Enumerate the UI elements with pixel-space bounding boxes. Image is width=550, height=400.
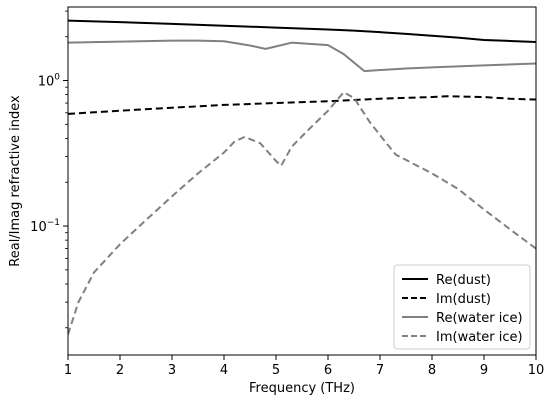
- x-tick-label-7: 8: [428, 363, 436, 378]
- legend-label-1: Im(dust): [436, 292, 491, 307]
- series-line-3: [68, 91, 536, 335]
- x-tick-label-8: 9: [480, 363, 488, 378]
- legend-label-2: Re(water ice): [436, 311, 523, 326]
- x-tick-label-6: 7: [376, 363, 384, 378]
- x-tick-label-3: 4: [220, 363, 228, 378]
- series-group: [68, 19, 536, 335]
- legend: Re(dust) Im(dust) Re(water ice) Im(water ic…: [393, 264, 531, 350]
- series-line-1: [68, 95, 536, 115]
- legend-box: [393, 264, 531, 350]
- legend-label-0: Re(dust): [436, 273, 491, 288]
- x-tick-label-4: 5: [272, 363, 280, 378]
- plot-frame: [67, 6, 537, 356]
- x-tick-label-5: 6: [324, 363, 332, 378]
- x-tick-label-9: 10: [528, 363, 545, 378]
- y-axis-label: Real/Imag refractive index: [8, 95, 23, 267]
- x-tick-label-0: 1: [64, 363, 72, 378]
- x-axis-label: Frequency (THz): [249, 381, 355, 396]
- y-tick-label-0: 10−1: [30, 218, 60, 235]
- series-line-2: [68, 39, 536, 73]
- legend-label-3: Im(water ice): [436, 330, 523, 345]
- series-line-0: [68, 19, 536, 43]
- y-tick-label-1: 100: [38, 73, 61, 90]
- x-tick-label-1: 2: [116, 363, 124, 378]
- x-tick-label-2: 3: [168, 363, 176, 378]
